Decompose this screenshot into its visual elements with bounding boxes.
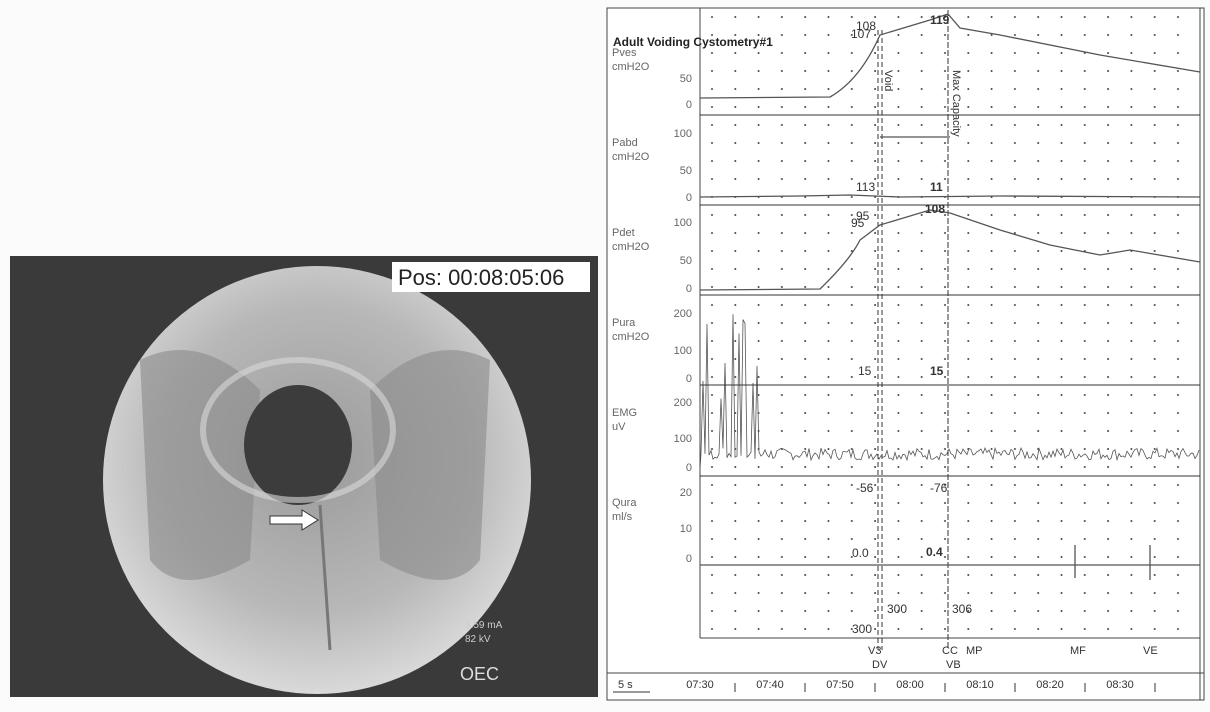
channel-tick: 100 [674, 433, 692, 445]
trace-title: Adult Voiding Cystometry#1 [613, 35, 773, 49]
channel-tick: 0 [686, 462, 692, 474]
channel-tick: 0 [686, 553, 692, 565]
marker: Max Capacity [950, 70, 962, 137]
readout: 300 [887, 602, 907, 616]
readout: 119 [930, 13, 950, 27]
channel-name: Qura [612, 497, 637, 509]
readout: 95 [856, 209, 870, 223]
channel-unit: cmH2O [612, 61, 650, 73]
channel-tick: 50 [680, 165, 692, 177]
event-label: V3 [868, 645, 881, 657]
readout: 108 [856, 19, 876, 33]
readout: 0.4 [926, 545, 943, 559]
readout: 15 [858, 364, 872, 378]
readout: 15 [930, 364, 944, 378]
exposure: 3.59 mA [465, 620, 503, 631]
channel-name: Pves [612, 47, 637, 59]
event-label: VB [946, 659, 961, 671]
channel-tick: 10 [680, 523, 692, 535]
readout: 300 [852, 622, 872, 636]
time-label: 08:20 [1036, 679, 1064, 691]
channel-tick: 0 [686, 192, 692, 204]
marker: Void [882, 70, 894, 91]
channel-tick: 50 [680, 255, 692, 267]
channel-tick: 100 [674, 217, 692, 229]
time-label: 07:30 [686, 679, 714, 691]
channel-tick: 200 [674, 308, 692, 320]
channel-name: Pabd [612, 137, 638, 149]
time-label: 07:40 [756, 679, 784, 691]
channel-unit: cmH2O [612, 241, 650, 253]
channel-tick: 200 [674, 397, 692, 409]
exposure: 82 kV [465, 634, 491, 645]
brand: OEC [460, 664, 499, 684]
time-label: 08:10 [966, 679, 994, 691]
time-scale: 5 s [618, 679, 633, 691]
time-label: 08:00 [896, 679, 924, 691]
channel-unit: cmH2O [612, 151, 650, 163]
channel-tick: 100 [674, 345, 692, 357]
channel-tick: 20 [680, 487, 692, 499]
channel-unit: cmH2O [612, 331, 650, 343]
readout: 306 [952, 602, 972, 616]
readout: 113 [856, 180, 875, 194]
readout: 107 [851, 27, 871, 41]
urodynamic-trace: Adult Voiding Cystometry#1 Pves cmH2O 50 0 P… [606, 7, 1205, 701]
readout: 95 [851, 216, 865, 230]
time-label: 07:50 [826, 679, 854, 691]
channel-name: Pdet [612, 227, 635, 239]
readout: 108 [925, 202, 945, 216]
event-label: CC [942, 645, 958, 657]
event-label: MF [1070, 645, 1086, 657]
channel-tick: 100 [674, 128, 692, 140]
readout: -76 [930, 481, 948, 495]
time-label: 08:30 [1106, 679, 1134, 691]
channel-name: EMG [612, 407, 637, 419]
channel-tick: 0 [686, 99, 692, 111]
readout: -56 [856, 481, 874, 495]
event-label: VE [1143, 645, 1158, 657]
channel-tick: 50 [680, 73, 692, 85]
channel-name: Pura [612, 317, 636, 329]
readout: 0.0 [852, 546, 869, 560]
channel-tick: 0 [686, 283, 692, 295]
position-readout: Pos: 00:08:05:06 [398, 265, 564, 290]
event-label: DV [872, 659, 888, 671]
readout: 11 [930, 180, 943, 194]
event-label: MP [966, 645, 983, 657]
channel-unit: ml/s [612, 511, 633, 523]
channel-tick: 0 [686, 373, 692, 385]
channel-unit: uV [612, 421, 626, 433]
fluoroscopy: Pos: 00:08:05:06 OEC 3.59 mA 82 kV [10, 256, 598, 697]
